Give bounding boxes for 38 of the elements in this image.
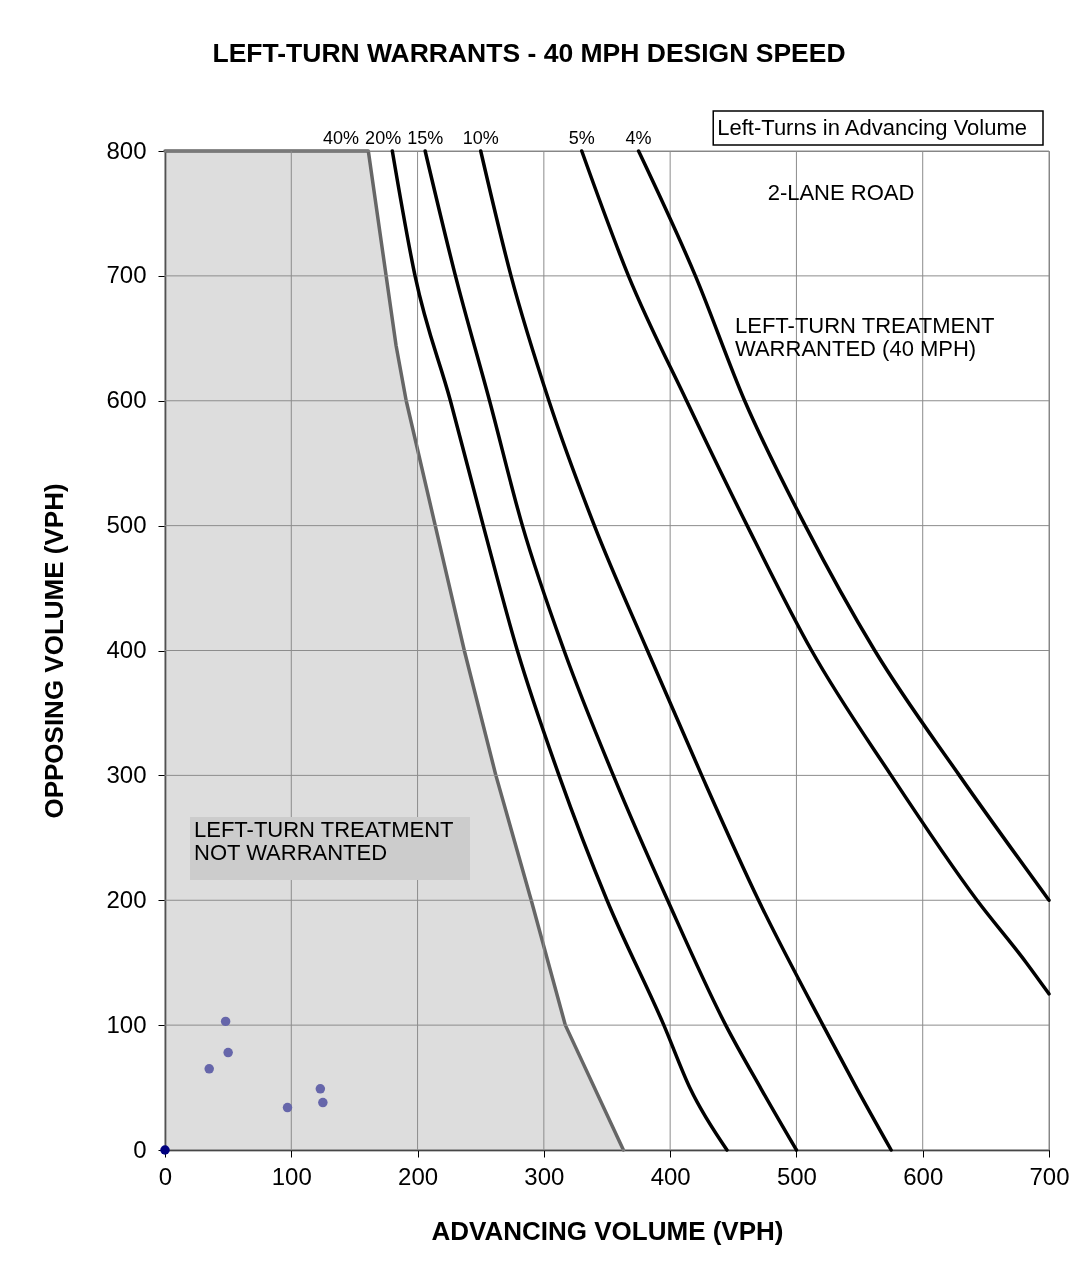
series-label: 5% [568, 128, 595, 148]
x-tick-label: 600 [903, 1162, 944, 1190]
point [315, 1084, 326, 1094]
y-tick-label: 700 [106, 261, 147, 289]
y-tick-label: 300 [106, 760, 147, 788]
y-tick-label: 500 [106, 511, 147, 539]
x-axis-title: ADVANCING VOLUME (VPH) [431, 1215, 784, 1246]
series-label: 20% [365, 128, 402, 148]
point [282, 1102, 293, 1113]
series-label: 15% [407, 128, 444, 148]
x-tick-label: 200 [398, 1162, 439, 1190]
chart-title: LEFT-TURN WARRANTS - 40 MPH DESIGN SPEED [212, 37, 846, 68]
x-tick-label: 500 [776, 1162, 817, 1190]
point [220, 1016, 231, 1027]
y-tick-label: 100 [106, 1010, 147, 1038]
series-label: 4% [625, 128, 652, 148]
line-series [579, 149, 1051, 996]
x-tick-label: 100 [271, 1162, 312, 1190]
y-tick-label: 400 [106, 636, 147, 663]
annotation: LEFT-TURN TREATMENT WARRANTED (40 MPH) [735, 313, 995, 361]
y-tick-label: 800 [106, 136, 147, 164]
legend-title: Left-Turns in Advancing Volume [717, 115, 1028, 140]
line-series [636, 149, 1051, 902]
y-tick-label: 0 [133, 1135, 147, 1163]
point [318, 1097, 328, 1108]
series-label: 40% [323, 128, 360, 148]
y-tick-label: 200 [106, 885, 147, 913]
annotation: LEFT-TURN TREATMENT NOT WARRANTED [194, 817, 454, 865]
point [204, 1064, 214, 1074]
point [223, 1047, 233, 1058]
x-tick-label: 700 [1029, 1162, 1070, 1190]
y-axis-title: OPPOSING VOLUME (VPH) [39, 483, 70, 819]
series-label: 10% [462, 128, 499, 148]
y-tick-label: 600 [106, 386, 147, 414]
x-tick-label: 300 [524, 1162, 565, 1190]
x-tick-label: 400 [650, 1162, 691, 1190]
x-tick-label: 0 [158, 1162, 173, 1190]
annotation: 2-LANE ROAD [767, 180, 915, 205]
